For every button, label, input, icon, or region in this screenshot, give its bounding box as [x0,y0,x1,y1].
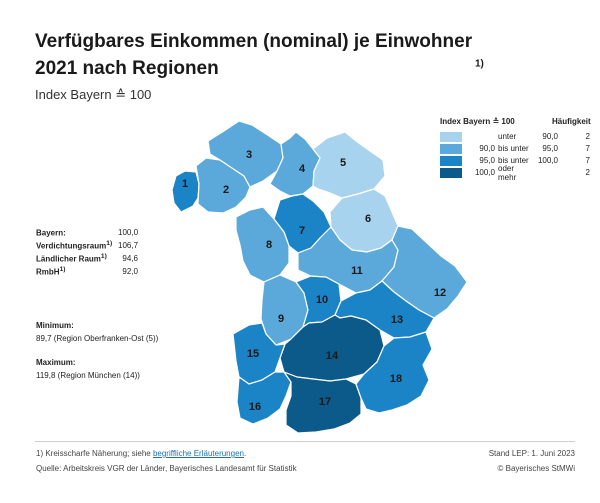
region-5-area[interactable] [312,131,386,199]
region-9-label: 9 [278,313,284,325]
legend-swatch [440,155,462,166]
title-footnote-mark: 1) [475,58,484,70]
minimum-block: Minimum: 89,7 (Region Oberfranken-Ost (5… [36,321,158,343]
region-8-area[interactable] [235,206,290,283]
region-14-label: 14 [326,350,339,362]
stat-footnote-mark: 1) [106,240,113,248]
region-16-label: 16 [249,401,261,413]
stat-footnote-mark: 1) [100,253,107,261]
legend-row: 95,0 bis unter 100,0 7 [440,155,591,167]
legend-row: 90,0 bis unter 95,0 7 [440,143,591,155]
footnote: 1) Kreisscharfe Näherung; siehe begriffl… [36,449,246,458]
region-13-label: 13 [391,314,403,326]
footnote-link[interactable]: begriffliche Erläuterungen [152,449,244,458]
legend-row: 100,0 oder mehr 2 [440,163,591,182]
region-12-area[interactable] [381,225,468,319]
maximum-value: 119,8 (Region München (14)) [36,371,140,380]
source-note: Quelle: Arbeitskreis VGR der Länder, Bay… [36,464,297,473]
stat-row-bayern: Bayern: 100,0 [36,226,138,239]
stat-label: RmbH [36,267,60,277]
legend-connector: bis unter [498,144,529,154]
legend-to: 90,0 [542,132,558,142]
stat-footnote-mark: 1) [59,266,66,274]
region-7-label: 7 [299,225,305,237]
legend-from: 100,0 [474,168,495,178]
stats-block: Bayern: 100,0 Verdichtungsraum1) 106,7 L… [36,226,138,278]
legend-from: 95,0 [479,156,495,166]
legend-header: Index Bayern ≙ 100 Häufigkeit [440,117,591,126]
region-17-label: 17 [319,396,331,408]
region-5-label: 5 [340,157,346,169]
footer-divider [35,441,575,442]
legend-to: 100,0 [537,156,558,166]
stat-row-laendlicher-raum: Ländlicher Raum1) 94,6 [36,252,138,265]
legend-from: 90,0 [479,144,495,154]
maximum-block: Maximum: 119,8 (Region München (14)) [36,358,140,380]
stat-row-verdichtungsraum: Verdichtungsraum1) 106,7 [36,239,138,252]
region-18-label: 18 [390,373,402,385]
region-11-label: 11 [351,265,363,277]
region-16-area[interactable] [236,371,292,425]
legend-swatch [440,167,462,178]
stat-label: Verdichtungsraum [36,241,107,251]
region-18-area[interactable] [355,331,433,414]
stand-note: Stand LEP: 1. Juni 2023 [488,449,575,458]
region-1-area[interactable] [171,170,200,213]
footnote-text: 1) Kreisscharfe Näherung; siehe [36,449,153,458]
page-title: Verfügbares Einkommen (nominal) je Einwo… [35,28,484,82]
legend-to: 95,0 [542,144,558,154]
title-text: Verfügbares Einkommen (nominal) je Einwo… [35,31,473,79]
stat-label: Bayern: [36,228,66,238]
minimum-label: Minimum: [36,321,74,330]
stat-value: 94,6 [122,254,138,263]
region-1-label: 1 [182,178,188,190]
legend-header-index: Index Bayern ≙ 100 [440,117,515,126]
region-17-area[interactable] [283,371,362,434]
legend-swatch [440,143,462,154]
region-6-label: 6 [365,213,371,225]
region-3-label: 3 [246,149,252,161]
footnote-suffix: . [243,449,247,458]
maximum-label: Maximum: [36,358,76,367]
page-subtitle: Index Bayern ≙ 100 [35,87,152,102]
stat-value: 100,0 [118,228,139,237]
region-2-label: 2 [223,184,229,196]
region-12-label: 12 [434,287,446,299]
legend-connector: bis unter [498,156,529,166]
region-4-label: 4 [299,163,306,175]
legend-row: unter 90,0 2 [440,131,591,143]
legend-connector: oder mehr [498,163,517,182]
copyright-note: © Bayerisches StMWi [497,464,575,473]
minimum-value: 89,7 (Region Oberfranken-Ost (5)) [36,334,159,343]
region-8-label: 8 [266,239,272,251]
legend-frequency: 7 [585,144,590,154]
legend: Index Bayern ≙ 100 Häufigkeit unter 90,0… [440,117,591,182]
stat-row-rmbh: RmbH1) 92,0 [36,265,138,278]
region-15-label: 15 [247,348,259,360]
legend-frequency: 7 [585,156,590,166]
stat-value: 106,7 [118,241,139,250]
stat-label: Ländlicher Raum [36,254,101,264]
stat-value: 92,0 [122,267,138,276]
legend-frequency: 2 [585,168,590,178]
legend-swatch [440,131,462,142]
legend-header-frequency: Häufigkeit [552,117,591,126]
region-10-label: 10 [316,294,328,306]
legend-frequency: 2 [585,132,590,142]
legend-connector: unter [498,132,517,142]
